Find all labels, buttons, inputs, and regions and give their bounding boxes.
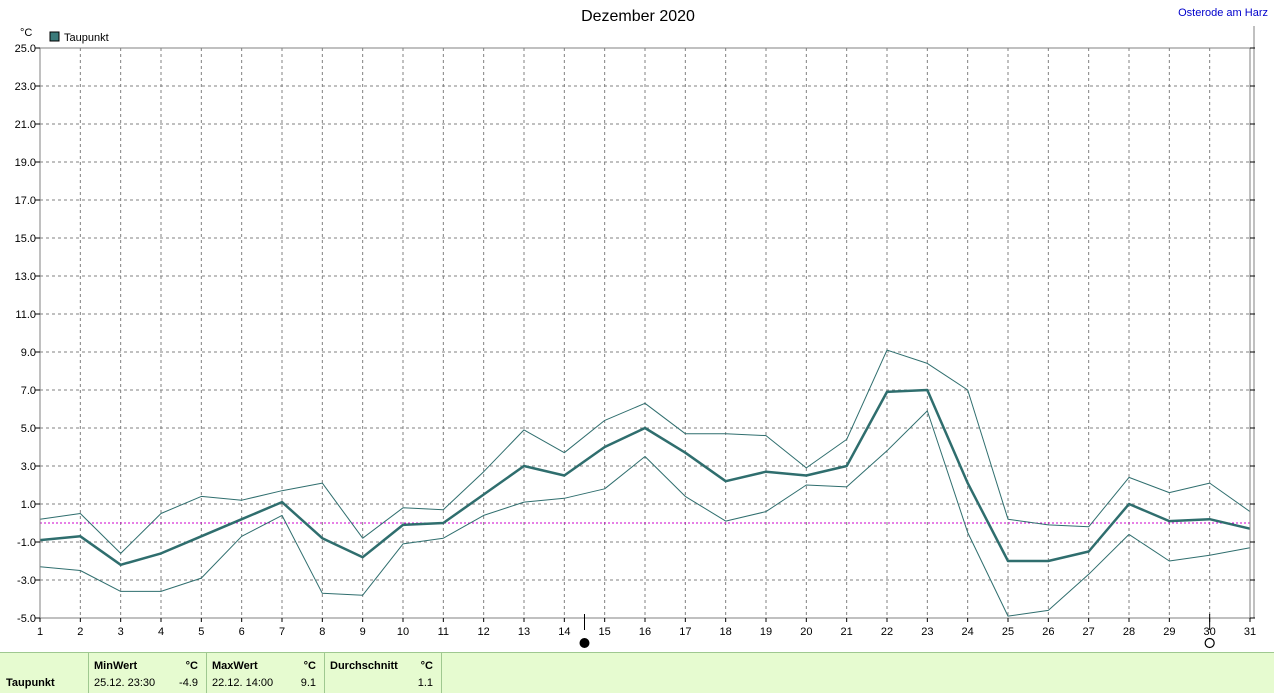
- y-tick-label: 11.0: [15, 309, 36, 321]
- min-header: MinWert: [94, 660, 138, 672]
- avg-header: Durchschnitt: [330, 660, 398, 672]
- stats-min-cell: MinWert °C 25.12. 23:30 -4.9: [88, 653, 207, 693]
- min-time: 25.12. 23:30: [94, 677, 156, 689]
- x-tick-label: 12: [478, 626, 490, 638]
- y-tick-label: 3.0: [21, 461, 36, 473]
- x-tick-label: 22: [881, 626, 893, 638]
- moon-phase-markers: [579, 614, 1215, 649]
- y-tick-label: 5.0: [21, 423, 36, 435]
- x-tick-label: 11: [438, 626, 449, 638]
- series-lines: [39, 349, 1251, 617]
- max-header: MaxWert: [212, 660, 258, 672]
- x-tick-label: 7: [279, 626, 285, 638]
- x-tick-label: 25: [1002, 626, 1014, 638]
- avg-unit: °C: [420, 660, 433, 672]
- x-tick-label: 4: [158, 626, 164, 638]
- station-name[interactable]: Osterode am Harz: [1178, 7, 1268, 19]
- chart-title: Dezember 2020: [581, 8, 695, 25]
- y-tick-label: 15.0: [15, 233, 36, 245]
- x-tick-label: 18: [720, 626, 732, 638]
- x-tick-label: 15: [599, 626, 611, 638]
- stats-label-cell: Taupunkt: [0, 653, 89, 693]
- y-tick-label: 25.0: [15, 43, 36, 55]
- y-axis-ticks: 25.0 23.0 21.0 19.0 17.0 15.0 13.0 11.0 9.0 7.0 5.…: [15, 43, 1255, 625]
- x-tick-label: 10: [397, 626, 409, 638]
- min-unit: °C: [185, 660, 198, 672]
- x-tick-label: 24: [962, 626, 974, 638]
- series-max-line: [39, 349, 1251, 554]
- y-tick-label: 7.0: [21, 385, 36, 397]
- y-axis-unit: °C: [20, 27, 32, 39]
- x-tick-label: 5: [198, 626, 204, 638]
- y-tick-label: 13.0: [15, 271, 36, 283]
- x-tick-label: 31: [1244, 626, 1256, 638]
- x-tick-label: 9: [360, 626, 366, 638]
- min-value: -4.9: [179, 677, 198, 689]
- y-tick-label: -1.0: [17, 537, 36, 549]
- x-tick-label: 27: [1083, 626, 1095, 638]
- x-tick-label: 28: [1123, 626, 1135, 638]
- x-tick-label: 1: [37, 626, 43, 638]
- stats-max-cell: MaxWert °C 22.12. 14:00 9.1: [206, 653, 325, 693]
- y-tick-label: 17.0: [15, 195, 36, 207]
- statistics-bar: Taupunkt MinWert °C 25.12. 23:30 -4.9 Ma…: [0, 652, 1274, 693]
- x-tick-label: 29: [1163, 626, 1175, 638]
- grid: [40, 48, 1250, 618]
- x-tick-label: 14: [558, 626, 570, 638]
- legend-swatch: [49, 31, 60, 42]
- new-moon-icon: [579, 638, 590, 648]
- x-tick-label: 13: [518, 626, 530, 638]
- stats-row-label: Taupunkt: [6, 677, 55, 689]
- y-tick-label: 23.0: [15, 81, 36, 93]
- x-tick-label: 3: [118, 626, 124, 638]
- x-tick-label: 26: [1042, 626, 1054, 638]
- full-moon-icon: [1204, 637, 1215, 649]
- y-tick-label: 1.0: [21, 499, 36, 511]
- dewpoint-chart: Dezember 2020 Osterode am Harz °C Taupun…: [15, 7, 1268, 649]
- y-tick-label: 21.0: [15, 119, 36, 131]
- x-axis-ticks: 1 2 3 4 5 6 7 8 9 10 11 12 13 14 15 16 17 18 19 20 21 22 23 24 2…: [37, 618, 1256, 638]
- y-tick-label: -3.0: [17, 575, 36, 587]
- max-value: 9.1: [300, 677, 316, 689]
- legend-label: Taupunkt: [64, 32, 109, 44]
- max-time: 22.12. 14:00: [212, 677, 274, 689]
- y-tick-label: -5.0: [17, 613, 36, 625]
- x-tick-label: 2: [77, 626, 83, 638]
- x-tick-label: 16: [639, 626, 651, 638]
- y-tick-label: 19.0: [15, 157, 36, 169]
- x-tick-label: 21: [841, 626, 853, 638]
- x-tick-label: 8: [319, 626, 325, 638]
- series-mean-line: [39, 388, 1251, 567]
- series-min-line: [39, 410, 1251, 617]
- x-tick-label: 30: [1204, 626, 1216, 638]
- stats-avg-cell: Durchschnitt °C 1.1: [324, 653, 442, 693]
- x-tick-label: 19: [760, 626, 772, 638]
- avg-value: 1.1: [417, 677, 433, 689]
- y-tick-label: 9.0: [21, 347, 36, 359]
- x-tick-label: 20: [800, 626, 812, 638]
- x-tick-label: 6: [239, 626, 245, 638]
- max-unit: °C: [303, 660, 316, 672]
- x-tick-label: 23: [921, 626, 933, 638]
- x-tick-label: 17: [679, 626, 691, 638]
